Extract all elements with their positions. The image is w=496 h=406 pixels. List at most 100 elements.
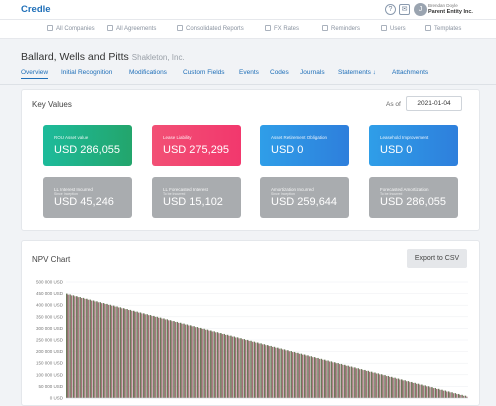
- npv-bar-secondary[interactable]: [211, 331, 213, 398]
- nav-fx-rates[interactable]: FX Rates: [265, 25, 299, 32]
- help-icon[interactable]: ?: [385, 4, 396, 15]
- npv-bar-secondary[interactable]: [174, 322, 177, 398]
- tab-journals[interactable]: Journals: [300, 69, 325, 76]
- npv-bar-secondary[interactable]: [67, 294, 69, 398]
- npv-bar-secondary[interactable]: [74, 296, 76, 398]
- npv-bar-secondary[interactable]: [405, 381, 408, 398]
- npv-bar-secondary[interactable]: [87, 299, 89, 398]
- tab-codes[interactable]: Codes: [270, 69, 289, 76]
- npv-bar-secondary[interactable]: [412, 382, 414, 398]
- npv-bar[interactable]: [323, 359, 326, 398]
- npv-bar[interactable]: [139, 312, 142, 398]
- npv-bar[interactable]: [156, 316, 158, 398]
- npv-bar-secondary[interactable]: [147, 315, 150, 398]
- npv-bar[interactable]: [431, 387, 433, 398]
- npv-bar[interactable]: [129, 309, 132, 398]
- npv-bar-secondary[interactable]: [415, 383, 418, 398]
- npv-bar-secondary[interactable]: [322, 359, 324, 398]
- npv-bar-secondary[interactable]: [442, 390, 445, 398]
- tab-statements[interactable]: Statements ↓: [338, 69, 376, 76]
- npv-bar[interactable]: [334, 362, 336, 398]
- npv-bar[interactable]: [82, 297, 85, 398]
- npv-bar-secondary[interactable]: [466, 396, 468, 398]
- npv-bar-secondary[interactable]: [251, 341, 254, 398]
- npv-bar[interactable]: [390, 376, 393, 398]
- npv-bar-secondary[interactable]: [345, 365, 347, 398]
- npv-bar-secondary[interactable]: [432, 388, 434, 398]
- npv-bar-secondary[interactable]: [459, 394, 461, 398]
- npv-bar[interactable]: [143, 313, 145, 398]
- tab-overview[interactable]: Overview: [21, 69, 49, 79]
- npv-bar-secondary[interactable]: [352, 367, 354, 398]
- npv-bar[interactable]: [220, 333, 222, 398]
- npv-bar-secondary[interactable]: [117, 307, 120, 398]
- npv-bar-secondary[interactable]: [245, 340, 247, 398]
- npv-bar-secondary[interactable]: [151, 316, 153, 398]
- npv-bar-secondary[interactable]: [439, 389, 441, 398]
- npv-bar-secondary[interactable]: [392, 377, 394, 398]
- npv-bar-secondary[interactable]: [312, 357, 314, 398]
- npv-bar-secondary[interactable]: [335, 363, 337, 398]
- npv-bar-secondary[interactable]: [184, 324, 187, 398]
- nav-templates[interactable]: Templates: [425, 25, 461, 32]
- user-entity[interactable]: Parent Entity Inc.: [428, 9, 473, 15]
- tab-initial-recognition[interactable]: Initial Recognition: [61, 69, 113, 76]
- npv-bar-secondary[interactable]: [365, 370, 367, 398]
- npv-bar[interactable]: [253, 341, 256, 398]
- npv-bar-secondary[interactable]: [161, 318, 163, 398]
- npv-bar[interactable]: [260, 343, 262, 398]
- npv-bar-secondary[interactable]: [198, 328, 200, 398]
- npv-bar-secondary[interactable]: [302, 354, 304, 398]
- npv-bar[interactable]: [173, 321, 175, 398]
- npv-bar-secondary[interactable]: [409, 382, 411, 398]
- npv-bar[interactable]: [454, 393, 457, 398]
- npv-bar-secondary[interactable]: [275, 347, 277, 398]
- nav-consolidated-reports[interactable]: Consolidated Reports: [177, 25, 244, 32]
- npv-bar[interactable]: [283, 349, 286, 398]
- npv-bar-secondary[interactable]: [248, 340, 250, 398]
- card-rou-asset[interactable]: ROU Asset value USD 286,055: [43, 125, 132, 166]
- npv-bar-secondary[interactable]: [97, 302, 99, 398]
- npv-bar[interactable]: [300, 353, 303, 398]
- npv-bar-secondary[interactable]: [338, 364, 341, 398]
- user-name[interactable]: Brendan Doyle: [428, 3, 458, 8]
- npv-bar-secondary[interactable]: [127, 310, 130, 398]
- npv-bar-secondary[interactable]: [124, 309, 126, 398]
- npv-bar-secondary[interactable]: [201, 328, 203, 398]
- npv-bar[interactable]: [69, 294, 71, 398]
- npv-bar-secondary[interactable]: [194, 327, 197, 398]
- npv-bar[interactable]: [313, 357, 316, 398]
- npv-bar[interactable]: [176, 321, 179, 398]
- npv-bar-secondary[interactable]: [446, 391, 448, 398]
- card-lease-liability[interactable]: Lease Liability USD 275,295: [152, 125, 241, 166]
- npv-bar[interactable]: [354, 367, 356, 398]
- npv-bar[interactable]: [437, 388, 440, 398]
- npv-bar[interactable]: [287, 350, 289, 398]
- npv-bar-secondary[interactable]: [241, 339, 244, 398]
- npv-bar[interactable]: [153, 315, 155, 398]
- npv-bar-secondary[interactable]: [305, 355, 307, 399]
- npv-bar[interactable]: [344, 364, 346, 398]
- card-ll-interest-incurred[interactable]: LL Interest Incurred Since Inception USD…: [43, 177, 132, 218]
- npv-bar-secondary[interactable]: [355, 368, 357, 398]
- npv-bar-secondary[interactable]: [315, 358, 317, 398]
- npv-bar-secondary[interactable]: [422, 385, 424, 398]
- npv-bar-secondary[interactable]: [238, 338, 240, 398]
- npv-bar-secondary[interactable]: [268, 346, 270, 398]
- npv-bar[interactable]: [193, 326, 195, 398]
- npv-bar-secondary[interactable]: [402, 380, 404, 398]
- npv-bar[interactable]: [401, 379, 403, 398]
- npv-bar[interactable]: [89, 299, 91, 398]
- npv-bar[interactable]: [327, 360, 329, 398]
- npv-bar[interactable]: [421, 384, 423, 398]
- npv-bar[interactable]: [163, 318, 165, 398]
- npv-bar-secondary[interactable]: [168, 320, 170, 398]
- npv-bar-secondary[interactable]: [101, 303, 103, 398]
- npv-bar[interactable]: [427, 386, 430, 398]
- npv-bar-secondary[interactable]: [332, 362, 334, 398]
- npv-bar[interactable]: [116, 306, 118, 398]
- npv-bar[interactable]: [109, 304, 112, 398]
- npv-bar[interactable]: [246, 339, 249, 398]
- npv-bar[interactable]: [179, 322, 182, 398]
- npv-bar-secondary[interactable]: [224, 334, 227, 398]
